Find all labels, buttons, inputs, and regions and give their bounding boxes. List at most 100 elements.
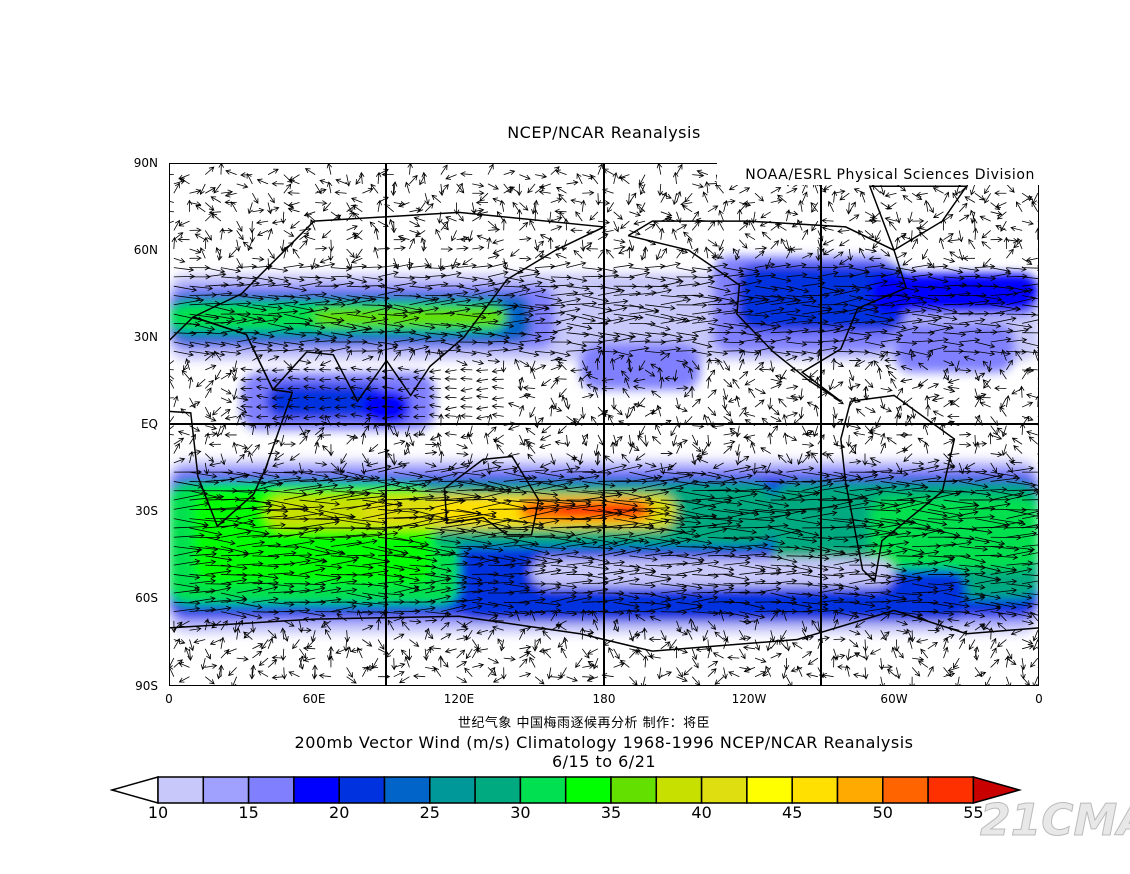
wind-arrow (298, 655, 305, 668)
wind-arrow (896, 499, 932, 510)
wind-arrow (550, 306, 581, 315)
wind-arrow (205, 272, 227, 278)
wind-arrow (283, 230, 295, 237)
wind-arrow (817, 564, 845, 572)
wind-arrow (315, 597, 342, 603)
wind-arrow (659, 227, 665, 240)
wind-arrow (650, 390, 662, 399)
wind-arrow (409, 207, 422, 214)
wind-arrow (213, 183, 222, 194)
wind-arrow (440, 550, 470, 557)
wind-arrow (444, 431, 457, 437)
wind-arrow (472, 571, 500, 577)
wind-arrow (974, 396, 982, 408)
wind-arrow (268, 583, 295, 589)
wind-arrow (184, 358, 191, 370)
wind-arrow (723, 272, 745, 278)
wind-arrow (346, 327, 370, 334)
wind-arrow (393, 616, 406, 622)
wind-arrow (581, 360, 588, 372)
wind-arrow (519, 628, 526, 640)
wind-arrow (491, 403, 504, 410)
wind-arrow (723, 288, 751, 296)
wind-arrow (639, 202, 646, 214)
wind-arrow (314, 350, 323, 361)
wind-arrow (519, 625, 532, 632)
wind-arrow (456, 486, 496, 492)
wind-arrow (283, 360, 293, 370)
wind-arrow (419, 425, 426, 437)
wind-arrow (487, 183, 499, 190)
wind-arrow (334, 189, 347, 196)
wind-arrow (691, 360, 700, 371)
wind-arrow (413, 393, 426, 400)
wind-arrow (743, 667, 756, 673)
wind-arrow (1032, 676, 1039, 686)
wind-arrow (786, 384, 799, 390)
wind-arrow (440, 183, 449, 194)
wind-arrow (660, 276, 682, 283)
wind-arrow (224, 415, 237, 421)
wind-arrow (974, 372, 986, 380)
wind-arrow (472, 586, 499, 594)
wind-arrow (314, 441, 320, 454)
wind-arrow (366, 461, 379, 468)
wind-arrow (519, 563, 547, 569)
wind-arrow (250, 620, 256, 634)
wind-arrow (854, 620, 866, 628)
wind-arrow (943, 233, 954, 241)
wind-arrow (210, 196, 222, 203)
wind-arrow (519, 271, 541, 278)
wind-arrow (315, 469, 346, 475)
wind-arrow (404, 425, 411, 438)
wind-arrow (560, 667, 567, 678)
wind-arrow (215, 247, 222, 259)
wind-arrow (754, 546, 784, 554)
wind-arrow (943, 601, 970, 609)
wind-arrow (487, 526, 529, 533)
wind-arrow (738, 648, 746, 660)
wind-arrow (810, 202, 819, 213)
wind-arrow (409, 546, 441, 555)
wind-arrow (947, 451, 960, 458)
wind-arrow (268, 516, 309, 523)
wind-arrow (189, 248, 202, 254)
wind-arrow (487, 465, 518, 473)
wind-arrow (456, 536, 493, 546)
wind-arrow (503, 341, 525, 348)
wind-arrow (456, 596, 483, 603)
wind-arrow (487, 338, 510, 345)
wind-arrow (409, 570, 437, 577)
wind-arrow (350, 384, 363, 391)
wind-arrow (770, 285, 794, 293)
wind-arrow (456, 182, 463, 194)
wind-arrow (358, 171, 365, 184)
wind-arrow (487, 261, 508, 268)
wind-arrow (664, 375, 677, 382)
wind-arrow (444, 648, 457, 654)
wind-arrow (440, 290, 469, 296)
wind-map: NOAA/ESRL Physical Sciences Division (169, 163, 1039, 686)
wind-arrow (974, 536, 1006, 546)
wind-arrow (660, 279, 684, 287)
wind-arrow (334, 404, 347, 411)
wind-arrow (315, 283, 339, 289)
wind-arrow (1006, 183, 1015, 193)
wind-arrow (868, 430, 881, 436)
wind-arrow (682, 231, 693, 241)
wind-arrow (519, 518, 560, 529)
wind-arrow (298, 657, 305, 670)
wind-arrow (550, 594, 577, 603)
wind-arrow (391, 453, 397, 466)
wind-arrow (205, 313, 236, 322)
wind-arrow (754, 192, 764, 202)
wind-arrow (582, 470, 613, 476)
wind-arrow (456, 661, 468, 668)
wind-arrow (859, 247, 866, 259)
wind-arrow (949, 251, 960, 259)
wind-arrow (299, 299, 331, 306)
wind-arrow (691, 210, 699, 222)
wind-arrow (833, 295, 864, 306)
wind-arrow (845, 648, 852, 661)
wind-arrow (864, 263, 886, 269)
